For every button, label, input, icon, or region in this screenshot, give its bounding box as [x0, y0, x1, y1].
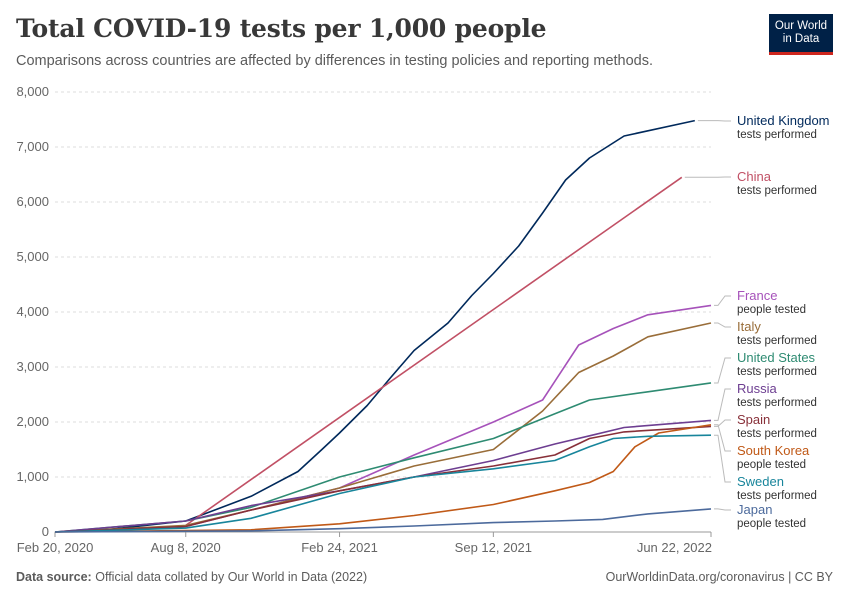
series-line-russia[interactable] [54, 419, 712, 533]
series-metric: tests performed [737, 397, 817, 409]
leader-line [714, 419, 731, 427]
series-line-china[interactable] [185, 176, 683, 527]
y-tick-label: 1,000 [16, 469, 49, 484]
y-tick-label: 4,000 [16, 304, 49, 319]
series-name: Russia [737, 381, 778, 396]
x-tick-label: Sep 12, 2021 [455, 540, 532, 555]
y-tick-label: 3,000 [16, 359, 49, 374]
series-name: Sweden [737, 474, 784, 489]
series-name: Spain [737, 412, 770, 427]
footer-link[interactable]: OurWorldinData.org/coronavirus | CC BY [605, 570, 833, 584]
leader-line [714, 322, 731, 328]
series-line-japan[interactable] [54, 508, 712, 533]
series-name: Japan [737, 502, 772, 517]
leader-line [714, 434, 731, 483]
owid-logo[interactable]: Our World in Data [769, 14, 833, 55]
y-tick-label: 7,000 [16, 139, 49, 154]
series-line-south-korea[interactable] [54, 424, 712, 533]
y-tick-label: 8,000 [16, 84, 49, 99]
x-tick-label: Aug 8, 2020 [151, 540, 221, 555]
data-source: Data source: Official data collated by O… [16, 570, 367, 584]
leader-line [714, 357, 731, 384]
y-tick-label: 5,000 [16, 249, 49, 264]
chart-subtitle: Comparisons across countries are affecte… [16, 53, 654, 69]
x-tick-label: Feb 24, 2021 [301, 540, 378, 555]
series-line-united-kingdom[interactable] [54, 119, 695, 533]
series-line-sweden[interactable] [54, 434, 712, 533]
series-metric: tests performed [737, 185, 817, 197]
data-source-label: Data source: [16, 570, 92, 584]
series-line-spain[interactable] [54, 425, 712, 533]
leader-line [714, 508, 731, 511]
series-name: South Korea [737, 443, 810, 458]
series-line-italy[interactable] [54, 322, 712, 533]
series-metric: people tested [737, 459, 806, 471]
series-line-united-states[interactable] [54, 382, 712, 533]
leader-line [714, 424, 731, 452]
data-source-text[interactable]: Official data collated by Our World in D… [95, 570, 368, 584]
series-metric: tests performed [737, 335, 817, 347]
series-metric: tests performed [737, 490, 817, 502]
series-name: United Kingdom [737, 113, 830, 128]
series-name: United States [737, 350, 816, 365]
series-metric: tests performed [737, 129, 817, 141]
logo-line-1: Our World [774, 20, 828, 32]
series-metric: tests performed [737, 428, 817, 440]
y-tick-label: 6,000 [16, 194, 49, 209]
series-name: Italy [737, 319, 761, 334]
x-tick-label: Jun 22, 2022 [637, 540, 712, 555]
series-metric: people tested [737, 518, 806, 530]
series-metric: tests performed [737, 366, 817, 378]
y-tick-label: 2,000 [16, 414, 49, 429]
series-metric: people tested [737, 304, 806, 316]
series-name: China [737, 169, 772, 184]
chart-title: Total COVID-19 tests per 1,000 people [16, 14, 547, 43]
series-name: France [737, 288, 777, 303]
y-tick-label: 0 [42, 524, 49, 539]
leader-line [714, 295, 731, 306]
x-tick-label: Feb 20, 2020 [17, 540, 94, 555]
series-line-france[interactable] [54, 304, 712, 533]
logo-line-2: in Data [782, 33, 820, 45]
leader-line [714, 388, 731, 421]
